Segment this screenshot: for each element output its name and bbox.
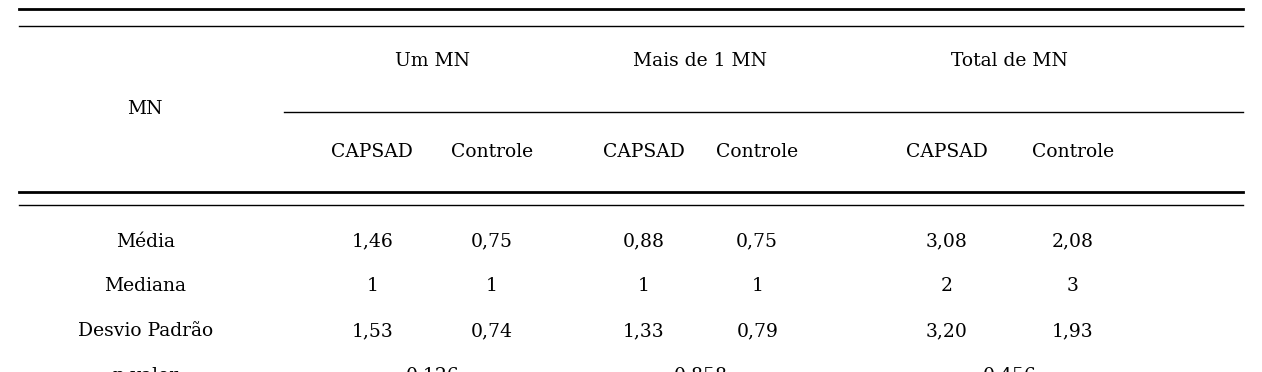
Text: 1,93: 1,93 xyxy=(1053,322,1093,340)
Text: 1,53: 1,53 xyxy=(351,322,394,340)
Text: 0,75: 0,75 xyxy=(736,233,779,251)
Text: 2: 2 xyxy=(940,278,953,295)
Text: 1,33: 1,33 xyxy=(623,322,664,340)
Text: 3: 3 xyxy=(1066,278,1079,295)
Text: 1,46: 1,46 xyxy=(351,233,394,251)
Text: Mais de 1 MN: Mais de 1 MN xyxy=(634,52,767,70)
Text: CAPSAD: CAPSAD xyxy=(603,142,684,161)
Text: Desvio Padrão: Desvio Padrão xyxy=(77,322,213,340)
Text: Controle: Controle xyxy=(716,142,799,161)
Text: 1: 1 xyxy=(366,278,379,295)
Text: 2,08: 2,08 xyxy=(1051,233,1094,251)
Text: 0,74: 0,74 xyxy=(471,322,514,340)
Text: p-valor: p-valor xyxy=(112,367,178,372)
Text: Controle: Controle xyxy=(451,142,534,161)
Text: 1: 1 xyxy=(751,278,764,295)
Text: Controle: Controle xyxy=(1031,142,1114,161)
Text: 3,20: 3,20 xyxy=(925,322,968,340)
Text: Um MN: Um MN xyxy=(395,52,469,70)
Text: MN: MN xyxy=(127,100,163,118)
Text: CAPSAD: CAPSAD xyxy=(332,142,413,161)
Text: 0,456: 0,456 xyxy=(983,367,1036,372)
Text: 0,126: 0,126 xyxy=(405,367,459,372)
Text: 0,75: 0,75 xyxy=(471,233,514,251)
Text: 0,88: 0,88 xyxy=(622,233,665,251)
Text: CAPSAD: CAPSAD xyxy=(906,142,987,161)
Text: 0,858: 0,858 xyxy=(674,367,727,372)
Text: 1: 1 xyxy=(486,278,498,295)
Text: 0,79: 0,79 xyxy=(736,322,779,340)
Text: 3,08: 3,08 xyxy=(925,233,968,251)
Text: 1: 1 xyxy=(637,278,650,295)
Text: Média: Média xyxy=(116,233,174,251)
Text: Total de MN: Total de MN xyxy=(952,52,1068,70)
Text: Mediana: Mediana xyxy=(105,278,186,295)
